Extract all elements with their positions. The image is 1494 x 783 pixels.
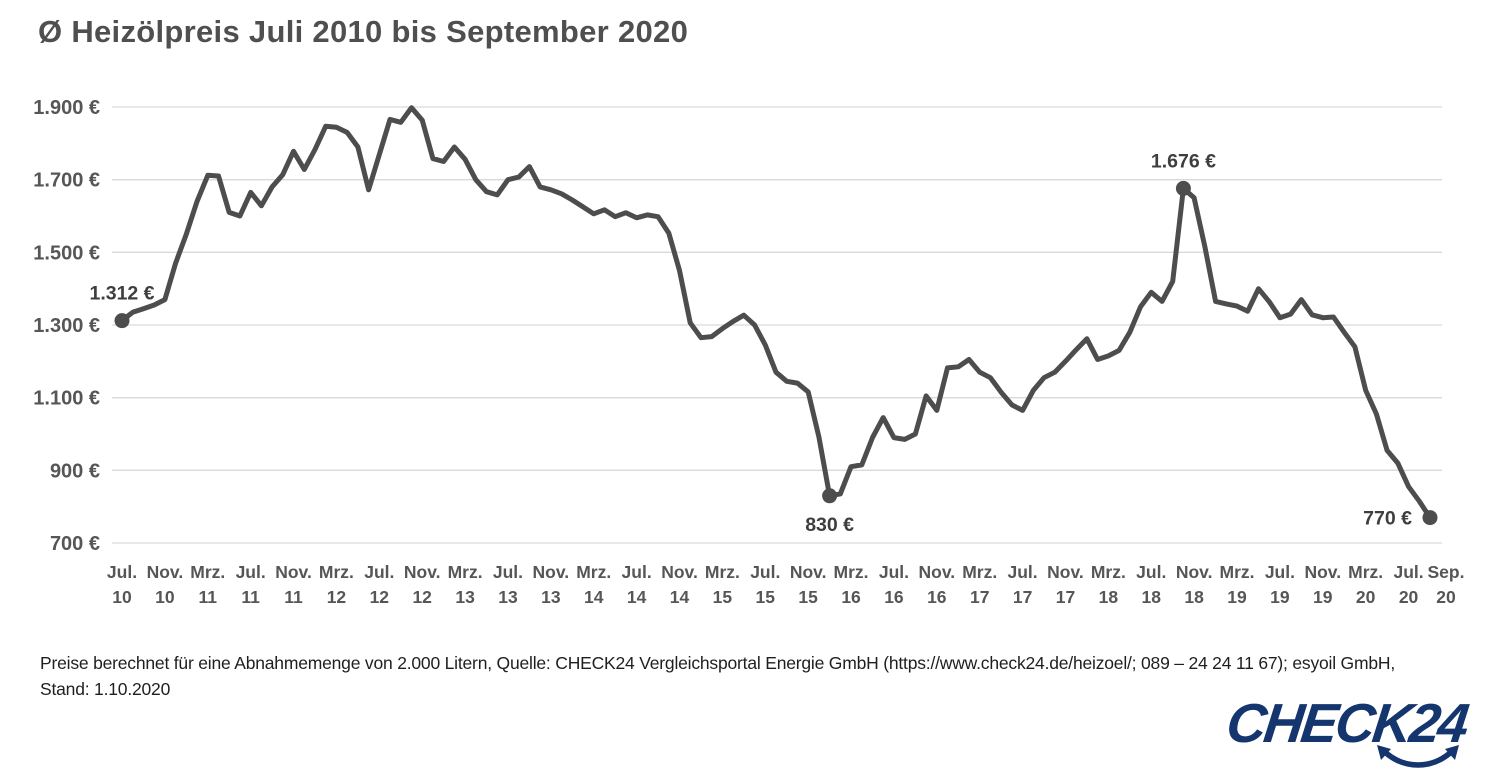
x-axis-tick-month: Nov.: [1047, 562, 1084, 582]
x-axis-tick-year: 11: [199, 587, 218, 607]
x-axis-tick-year: 13: [498, 587, 518, 607]
x-axis-tick-year: 16: [841, 587, 861, 607]
annotation-label: 1.676 €: [1151, 150, 1216, 172]
y-axis-tick-label: 1.100 €: [33, 388, 100, 410]
x-axis-tick-year: 10: [112, 587, 132, 607]
x-axis-tick-year: 20: [1436, 587, 1456, 607]
x-axis-tick-year: 17: [1013, 587, 1032, 607]
data-point-marker: [822, 488, 838, 504]
x-axis-tick-month: Nov.: [661, 562, 698, 582]
y-axis-tick-label: 700 €: [50, 533, 100, 555]
y-axis-tick-label: 1.900 €: [33, 97, 100, 119]
x-axis-tick-month: Nov.: [147, 562, 184, 582]
y-axis-tick-label: 1.700 €: [33, 170, 100, 192]
x-axis-tick-month: Jul.: [1265, 562, 1295, 582]
x-axis-tick-year: 15: [713, 587, 733, 607]
x-axis-tick-month: Mrz.: [448, 562, 483, 582]
y-axis-tick-label: 1.300 €: [33, 315, 100, 337]
x-axis-tick-month: Mrz.: [834, 562, 869, 582]
x-axis-tick-year: 14: [670, 587, 690, 607]
x-axis-tick-year: 18: [1142, 587, 1162, 607]
price-line-chart: 1.900 € 1.700 € 1.500 € 1.300 € 1.100 € 900 €…: [33, 97, 1465, 607]
source-note: Preise berechnet für eine Abnahmemenge v…: [40, 650, 1440, 702]
check24-logo: CHECK24: [1223, 692, 1470, 773]
data-point-marker: [1175, 180, 1191, 196]
x-axis-tick-month: Nov.: [1304, 562, 1341, 582]
x-axis-tick-month: Jul.: [107, 562, 137, 582]
x-axis-tick-year: 12: [412, 587, 432, 607]
price-line: [119, 105, 1433, 521]
x-axis-tick-year: 13: [455, 587, 475, 607]
x-axis-tick-year: 14: [627, 587, 647, 607]
x-axis-tick-year: 17: [970, 587, 989, 607]
x-axis-tick-year: 16: [927, 587, 947, 607]
x-axis-tick-year: 17: [1056, 587, 1075, 607]
source-note-line1: Preise berechnet für eine Abnahmemenge v…: [40, 653, 1395, 673]
x-axis-tick-month: Mrz.: [319, 562, 354, 582]
data-point-marker: [114, 313, 130, 329]
x-axis-tick-year: 18: [1184, 587, 1204, 607]
x-axis-tick-year: 19: [1313, 587, 1333, 607]
x-axis-tick-year: 11: [241, 587, 260, 607]
x-axis-tick-year: 15: [756, 587, 776, 607]
x-axis-tick-year: 12: [327, 587, 347, 607]
x-axis-tick-month: Nov.: [275, 562, 312, 582]
y-axis-tick-label: 1.500 €: [33, 242, 100, 264]
x-axis-tick-month: Jul.: [879, 562, 909, 582]
x-axis-tick-month: Nov.: [404, 562, 441, 582]
x-axis-tick-month: Jul.: [1136, 562, 1166, 582]
x-axis-tick-month: Nov.: [1176, 562, 1213, 582]
x-axis-tick-year: 12: [370, 587, 390, 607]
annotation-label: 1.312 €: [89, 283, 154, 305]
x-axis-tick-month: Jul.: [750, 562, 780, 582]
x-axis-tick-month: Mrz.: [1091, 562, 1126, 582]
x-axis-tick-year: 19: [1227, 587, 1247, 607]
x-axis-tick-month: Jul.: [493, 562, 523, 582]
x-axis-tick-month: Mrz.: [705, 562, 740, 582]
x-axis-tick-month: Mrz.: [190, 562, 225, 582]
x-axis-tick-month: Mrz.: [962, 562, 997, 582]
x-axis-tick-month: Nov.: [919, 562, 956, 582]
x-axis-tick-year: 20: [1356, 587, 1376, 607]
check24-logo-text: CHECK24: [1223, 692, 1470, 754]
x-axis-tick-year: 11: [284, 587, 303, 607]
x-axis-tick-year: 19: [1270, 587, 1290, 607]
x-axis-tick-month: Jul.: [364, 562, 394, 582]
x-axis-tick-year: 18: [1099, 587, 1119, 607]
x-axis-tick-year: 15: [798, 587, 818, 607]
x-axis-tick-month: Jul.: [1008, 562, 1038, 582]
x-axis-tick-month: Mrz.: [1348, 562, 1383, 582]
x-axis-tick-year: 16: [884, 587, 904, 607]
annotation-label: 770 €: [1363, 508, 1412, 530]
x-axis-tick-month: Jul.: [1393, 562, 1423, 582]
x-axis-tick-month: Mrz.: [1220, 562, 1255, 582]
x-axis-tick-year: 20: [1399, 587, 1419, 607]
source-note-line2: Stand: 1.10.2020: [40, 679, 171, 699]
x-axis-tick-year: 13: [541, 587, 561, 607]
x-axis-tick-month: Sep.: [1428, 562, 1465, 582]
x-axis-tick-month: Jul.: [622, 562, 652, 582]
x-axis-tick-month: Nov.: [790, 562, 827, 582]
x-axis-tick-month: Jul.: [236, 562, 266, 582]
x-axis-tick-year: 10: [155, 587, 175, 607]
data-point-marker: [1422, 510, 1438, 526]
logo-arrow-icon: [1377, 745, 1459, 768]
x-axis-tick-month: Nov.: [533, 562, 570, 582]
x-axis-tick-year: 14: [584, 587, 604, 607]
x-axis-tick-month: Mrz.: [576, 562, 611, 582]
annotation-label: 830 €: [805, 514, 854, 536]
y-axis-tick-label: 900 €: [50, 460, 100, 482]
chart-title: Ø Heizölpreis Juli 2010 bis September 20…: [38, 14, 689, 49]
